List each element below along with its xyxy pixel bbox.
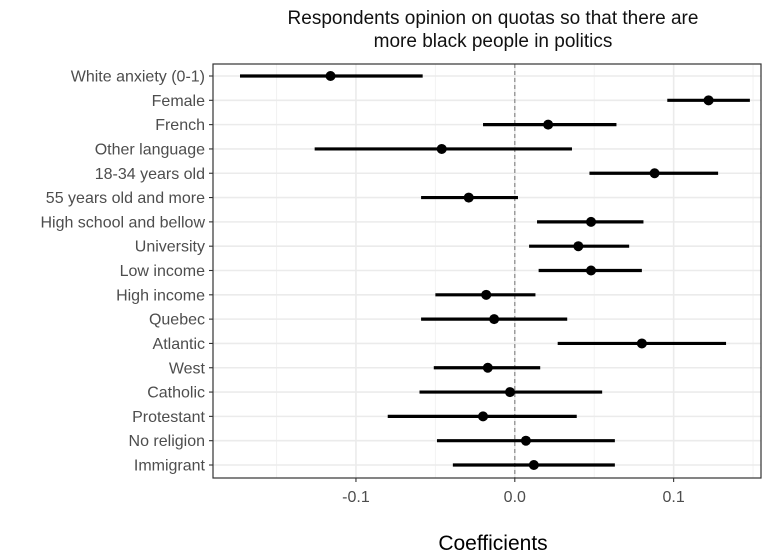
x-tick-label: 0.1 [663, 489, 685, 506]
y-tick-label: No religion [129, 433, 205, 450]
x-axis-title: Coefficients [438, 532, 547, 555]
coefficient-point [649, 168, 660, 179]
coefficient-point [636, 338, 647, 349]
coefficient-point [586, 265, 597, 276]
y-tick-label: 18-34 years old [95, 166, 205, 183]
y-tick-label: Catholic [147, 385, 205, 402]
y-tick-label: Other language [95, 141, 205, 158]
coefficient-point [482, 362, 493, 373]
y-tick-label: Low income [120, 263, 205, 280]
coefficient-point [703, 95, 714, 106]
y-tick-label: White anxiety (0-1) [71, 69, 205, 86]
y-tick-label: Immigrant [134, 458, 206, 475]
y-tick-label: Quebec [149, 312, 205, 329]
plot-panel: White anxiety (0-1) Female French Other lan… [40, 63, 762, 506]
coefficient-point [520, 435, 531, 446]
coefficient-point [543, 119, 554, 130]
y-tick-label: Protestant [132, 409, 205, 426]
y-tick-label: High income [116, 287, 205, 304]
x-tick-label: 0.0 [504, 489, 526, 506]
y-tick-label: Female [152, 93, 205, 110]
coefficient-point [573, 241, 584, 252]
coefficient-point [489, 314, 500, 325]
y-tick-label: French [155, 117, 205, 134]
coefficient-point [586, 216, 597, 227]
y-tick-label: Atlantic [153, 336, 205, 353]
y-tick-label: West [169, 360, 206, 377]
coefficient-point [528, 460, 539, 470]
coefficient-point [436, 143, 447, 154]
coefficient-point [505, 387, 516, 398]
chart-title-line-1: Respondents opinion on quotas so that th… [288, 8, 699, 29]
coefficient-point [481, 289, 492, 300]
y-tick-label: 55 years old and more [46, 190, 205, 207]
y-tick-label: High school and bellow [40, 214, 205, 231]
coefficient-point [478, 411, 489, 422]
x-tick-label: -0.1 [342, 489, 370, 506]
y-tick-label: University [135, 239, 205, 256]
coefficient-point [325, 71, 336, 81]
chart-title-line-2: more black people in politics [374, 31, 613, 52]
coefficient-point [463, 192, 474, 203]
